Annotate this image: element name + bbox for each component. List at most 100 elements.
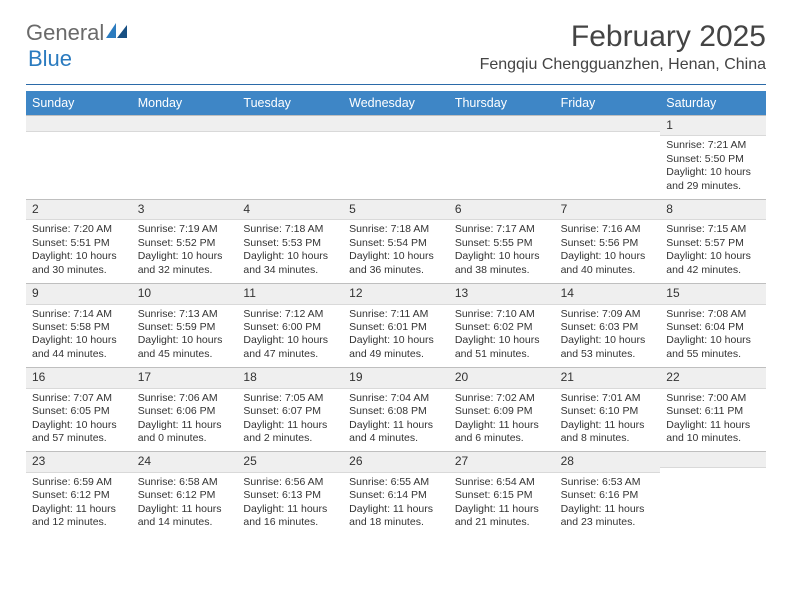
brand-logo: General xyxy=(26,20,130,46)
sunrise-text: Sunrise: 6:55 AM xyxy=(349,476,443,489)
daylight-text: and 23 minutes. xyxy=(561,516,655,529)
sunset-text: Sunset: 6:00 PM xyxy=(243,321,337,334)
daylight-text: Daylight: 10 hours xyxy=(666,334,760,347)
day-number-bar: 20 xyxy=(449,367,555,388)
sunset-text: Sunset: 5:54 PM xyxy=(349,237,443,250)
weeks-container: 1Sunrise: 7:21 AMSunset: 5:50 PMDaylight… xyxy=(26,115,766,536)
sunrise-text: Sunrise: 7:13 AM xyxy=(138,308,232,321)
sunrise-text: Sunrise: 6:59 AM xyxy=(32,476,126,489)
daylight-text: Daylight: 11 hours xyxy=(455,419,549,432)
day-cell: 3Sunrise: 7:19 AMSunset: 5:52 PMDaylight… xyxy=(132,199,238,283)
sunrise-text: Sunrise: 7:17 AM xyxy=(455,223,549,236)
sunset-text: Sunset: 6:05 PM xyxy=(32,405,126,418)
sunrise-text: Sunrise: 7:15 AM xyxy=(666,223,760,236)
sunset-text: Sunset: 6:07 PM xyxy=(243,405,337,418)
day-cell: 14Sunrise: 7:09 AMSunset: 6:03 PMDayligh… xyxy=(555,283,661,367)
day-number-bar: 13 xyxy=(449,283,555,304)
sunrise-text: Sunrise: 7:01 AM xyxy=(561,392,655,405)
day-cell xyxy=(343,115,449,199)
daylight-text: Daylight: 10 hours xyxy=(666,250,760,263)
daylight-text: Daylight: 10 hours xyxy=(32,334,126,347)
daylight-text: Daylight: 10 hours xyxy=(32,250,126,263)
day-cell xyxy=(132,115,238,199)
sunrise-text: Sunrise: 7:09 AM xyxy=(561,308,655,321)
sunrise-text: Sunrise: 7:21 AM xyxy=(666,139,760,152)
day-cell: 15Sunrise: 7:08 AMSunset: 6:04 PMDayligh… xyxy=(660,283,766,367)
sunset-text: Sunset: 6:04 PM xyxy=(666,321,760,334)
daylight-text: Daylight: 10 hours xyxy=(349,334,443,347)
daylight-text: Daylight: 10 hours xyxy=(455,334,549,347)
sunset-text: Sunset: 5:51 PM xyxy=(32,237,126,250)
daylight-text: and 34 minutes. xyxy=(243,264,337,277)
daylight-text: and 57 minutes. xyxy=(32,432,126,445)
day-cell xyxy=(449,115,555,199)
day-cell: 18Sunrise: 7:05 AMSunset: 6:07 PMDayligh… xyxy=(237,367,343,451)
sunset-text: Sunset: 6:06 PM xyxy=(138,405,232,418)
day-cell: 24Sunrise: 6:58 AMSunset: 6:12 PMDayligh… xyxy=(132,451,238,535)
sunrise-text: Sunrise: 7:05 AM xyxy=(243,392,337,405)
day-number-bar: 21 xyxy=(555,367,661,388)
daylight-text: and 42 minutes. xyxy=(666,264,760,277)
day-number-bar: 5 xyxy=(343,199,449,220)
sunrise-text: Sunrise: 7:11 AM xyxy=(349,308,443,321)
sunrise-text: Sunrise: 7:16 AM xyxy=(561,223,655,236)
daylight-text: and 21 minutes. xyxy=(455,516,549,529)
day-number-bar xyxy=(555,115,661,132)
sunset-text: Sunset: 6:15 PM xyxy=(455,489,549,502)
day-number-bar: 2 xyxy=(26,199,132,220)
sunset-text: Sunset: 6:02 PM xyxy=(455,321,549,334)
day-number-bar: 23 xyxy=(26,451,132,472)
day-number-bar: 3 xyxy=(132,199,238,220)
daylight-text: and 16 minutes. xyxy=(243,516,337,529)
brand-general: General xyxy=(26,20,104,45)
day-cell: 19Sunrise: 7:04 AMSunset: 6:08 PMDayligh… xyxy=(343,367,449,451)
sunset-text: Sunset: 5:52 PM xyxy=(138,237,232,250)
dayhead-sat: Saturday xyxy=(660,91,766,115)
sunrise-text: Sunrise: 7:12 AM xyxy=(243,308,337,321)
sunset-text: Sunset: 6:13 PM xyxy=(243,489,337,502)
sunrise-text: Sunrise: 7:02 AM xyxy=(455,392,549,405)
day-cell: 22Sunrise: 7:00 AMSunset: 6:11 PMDayligh… xyxy=(660,367,766,451)
daylight-text: and 6 minutes. xyxy=(455,432,549,445)
sunrise-text: Sunrise: 7:18 AM xyxy=(243,223,337,236)
day-cell: 6Sunrise: 7:17 AMSunset: 5:55 PMDaylight… xyxy=(449,199,555,283)
day-cell xyxy=(555,115,661,199)
day-number-bar: 1 xyxy=(660,115,766,136)
sunrise-text: Sunrise: 7:10 AM xyxy=(455,308,549,321)
sunrise-text: Sunrise: 6:56 AM xyxy=(243,476,337,489)
day-cell: 12Sunrise: 7:11 AMSunset: 6:01 PMDayligh… xyxy=(343,283,449,367)
day-number-bar: 27 xyxy=(449,451,555,472)
sunrise-text: Sunrise: 7:06 AM xyxy=(138,392,232,405)
day-cell: 27Sunrise: 6:54 AMSunset: 6:15 PMDayligh… xyxy=(449,451,555,535)
day-number-bar: 19 xyxy=(343,367,449,388)
daylight-text: Daylight: 10 hours xyxy=(349,250,443,263)
sunrise-text: Sunrise: 7:08 AM xyxy=(666,308,760,321)
sunset-text: Sunset: 5:50 PM xyxy=(666,153,760,166)
daylight-text: and 38 minutes. xyxy=(455,264,549,277)
location-text: Fengqiu Chengguanzhen, Henan, China xyxy=(480,56,766,74)
daylight-text: and 10 minutes. xyxy=(666,432,760,445)
daylight-text: Daylight: 10 hours xyxy=(666,166,760,179)
top-rule xyxy=(26,84,766,85)
daylight-text: and 2 minutes. xyxy=(243,432,337,445)
day-number-bar: 4 xyxy=(237,199,343,220)
day-cell: 5Sunrise: 7:18 AMSunset: 5:54 PMDaylight… xyxy=(343,199,449,283)
day-number-bar: 6 xyxy=(449,199,555,220)
day-cell: 4Sunrise: 7:18 AMSunset: 5:53 PMDaylight… xyxy=(237,199,343,283)
day-number-bar xyxy=(132,115,238,132)
day-number-bar: 24 xyxy=(132,451,238,472)
daylight-text: Daylight: 10 hours xyxy=(243,334,337,347)
daylight-text: Daylight: 11 hours xyxy=(561,419,655,432)
sunset-text: Sunset: 6:08 PM xyxy=(349,405,443,418)
day-cell xyxy=(237,115,343,199)
daylight-text: Daylight: 11 hours xyxy=(138,503,232,516)
day-number-bar: 16 xyxy=(26,367,132,388)
daylight-text: and 32 minutes. xyxy=(138,264,232,277)
day-number-bar xyxy=(26,115,132,132)
sunset-text: Sunset: 5:59 PM xyxy=(138,321,232,334)
week-row: 16Sunrise: 7:07 AMSunset: 6:05 PMDayligh… xyxy=(26,367,766,451)
day-cell: 28Sunrise: 6:53 AMSunset: 6:16 PMDayligh… xyxy=(555,451,661,535)
day-cell: 25Sunrise: 6:56 AMSunset: 6:13 PMDayligh… xyxy=(237,451,343,535)
header: General February 2025 Fengqiu Chengguanz… xyxy=(0,0,792,80)
daylight-text: Daylight: 10 hours xyxy=(32,419,126,432)
